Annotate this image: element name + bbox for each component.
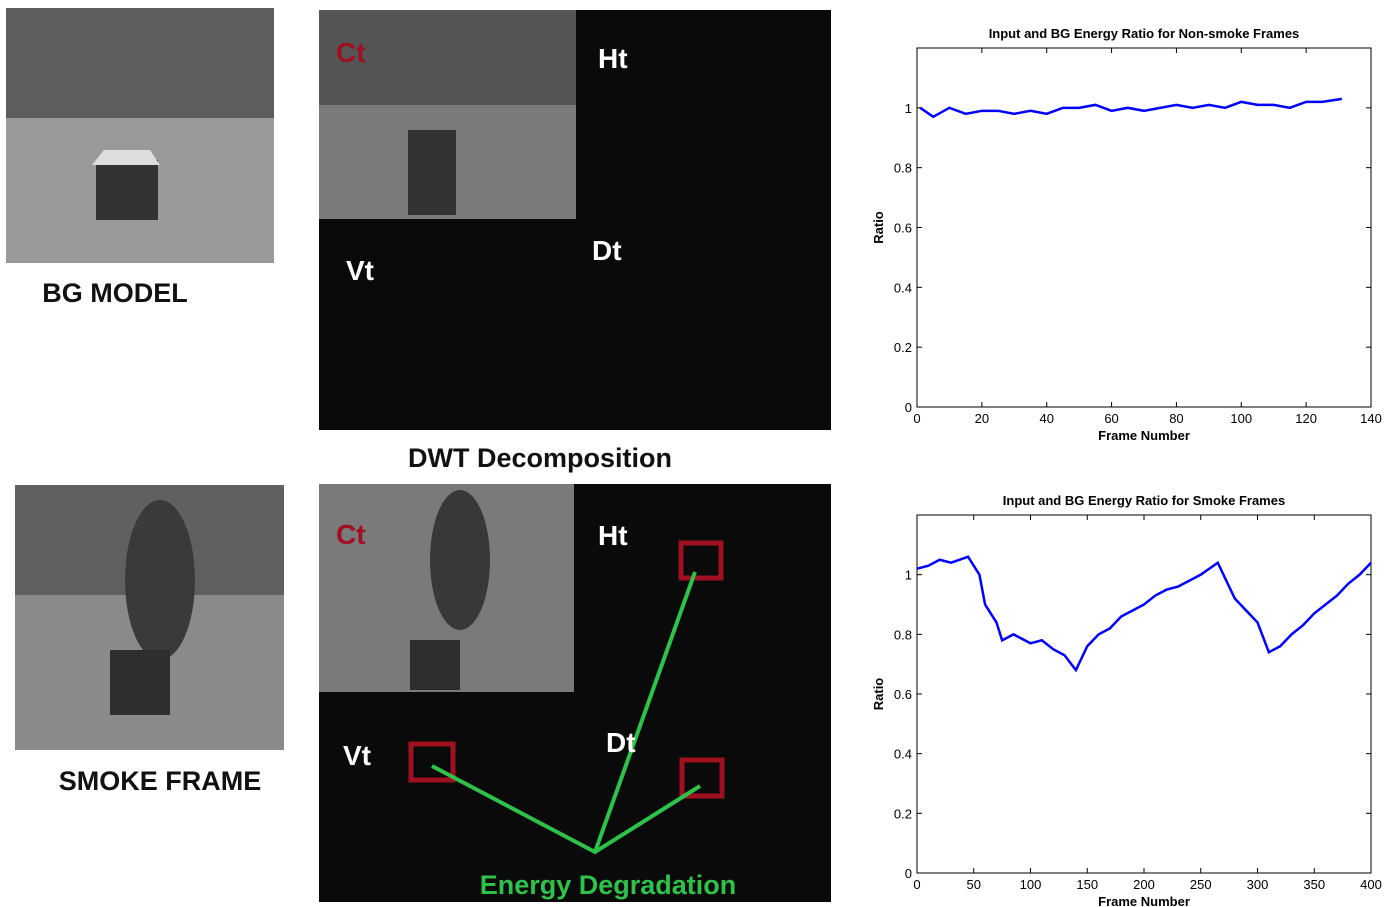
y-tick-label: 0.4	[894, 747, 912, 762]
x-tick-label: 200	[1133, 877, 1155, 892]
y-tick-label: 0.2	[894, 806, 912, 821]
x-tick-label: 120	[1295, 411, 1317, 426]
chart-title: Input and BG Energy Ratio for Non-smoke …	[989, 26, 1300, 41]
bg-model-photo	[6, 8, 274, 263]
x-tick-label: 300	[1247, 877, 1269, 892]
y-tick-label: 0.6	[894, 221, 912, 236]
subband-label: Ct	[336, 519, 366, 550]
page: Ct Ht Vt Dt Ct Ht Vt Dt BG MODEL DWT Dec…	[0, 0, 1394, 907]
subband-label: Dt	[592, 235, 622, 266]
x-tick-label: 350	[1303, 877, 1325, 892]
plot-area	[917, 515, 1371, 873]
y-tick-label: 0.4	[894, 280, 912, 295]
y-tick-label: 0.8	[894, 161, 912, 176]
subband-label: Vt	[346, 255, 374, 286]
x-tick-label: 0	[913, 877, 920, 892]
figure: Ct Ht Vt Dt Ct Ht Vt Dt BG MODEL DWT Dec…	[0, 0, 1394, 907]
x-axis-label: Frame Number	[1098, 428, 1190, 443]
dwt-bottom	[319, 484, 831, 902]
x-axis-label: Frame Number	[1098, 894, 1190, 907]
subband-label: Ht	[598, 43, 628, 74]
y-tick-label: 0.8	[894, 627, 912, 642]
bg-model-label: BG MODEL	[42, 278, 188, 308]
x-tick-label: 150	[1076, 877, 1098, 892]
x-tick-label: 140	[1360, 411, 1382, 426]
y-axis-label: Ratio	[871, 678, 886, 711]
subband-label: Ht	[598, 520, 628, 551]
charts: Input and BG Energy Ratio for Non-smoke …	[871, 26, 1382, 907]
subband-label: Ct	[336, 37, 366, 68]
x-tick-label: 20	[975, 411, 989, 426]
x-tick-label: 250	[1190, 877, 1212, 892]
y-axis-label: Ratio	[871, 211, 886, 244]
x-tick-label: 400	[1360, 877, 1382, 892]
y-tick-label: 0.2	[894, 340, 912, 355]
smoke-frame-label: SMOKE FRAME	[59, 766, 262, 796]
chart-title: Input and BG Energy Ratio for Smoke Fram…	[1003, 493, 1285, 508]
x-tick-label: 100	[1020, 877, 1042, 892]
x-tick-label: 60	[1104, 411, 1118, 426]
y-tick-label: 0	[905, 866, 912, 881]
y-tick-label: 0	[905, 400, 912, 415]
x-tick-label: 0	[913, 411, 920, 426]
dwt-top	[319, 10, 831, 430]
y-tick-label: 1	[905, 568, 912, 583]
energy-label: Energy Degradation	[480, 870, 737, 900]
y-tick-label: 0.6	[894, 687, 912, 702]
dwt-label: DWT Decomposition	[408, 443, 672, 473]
x-tick-label: 100	[1230, 411, 1252, 426]
smoke-photo	[15, 485, 284, 750]
x-tick-label: 40	[1039, 411, 1053, 426]
x-tick-label: 80	[1169, 411, 1183, 426]
x-tick-label: 50	[967, 877, 981, 892]
subband-label: Vt	[343, 740, 371, 771]
subband-label: Dt	[606, 727, 636, 758]
y-tick-label: 1	[905, 101, 912, 116]
